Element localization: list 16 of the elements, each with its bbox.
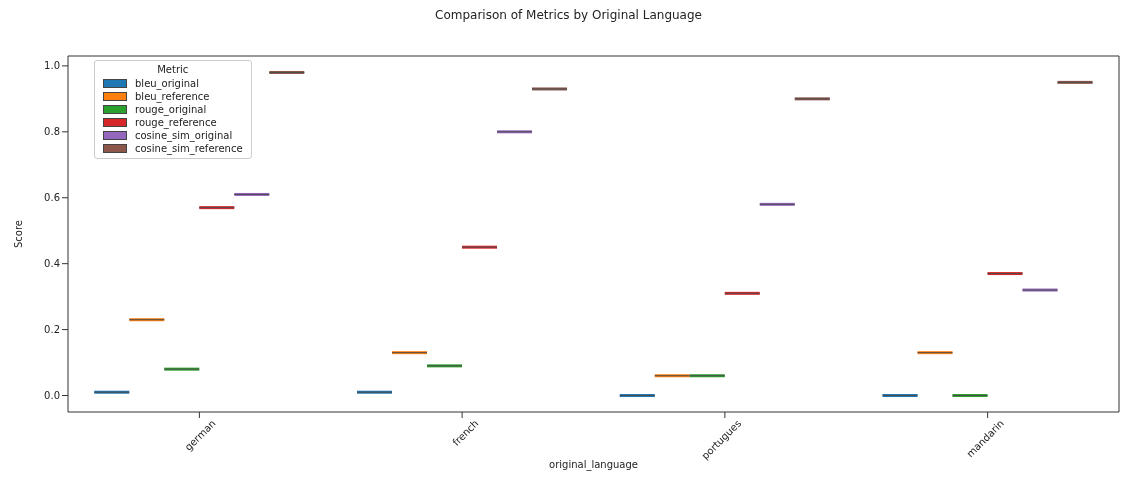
legend-label: cosine_sim_reference	[135, 143, 243, 154]
legend-label: cosine_sim_original	[135, 130, 233, 141]
legend-label: bleu_original	[135, 78, 199, 89]
y-tick-label: 0.2	[44, 324, 60, 336]
y-tick-label: 0.6	[44, 192, 60, 204]
x-axis-title: original_language	[549, 459, 638, 471]
legend-label: rouge_original	[135, 104, 207, 115]
y-tick-label: 0.0	[44, 390, 60, 402]
legend-label: bleu_reference	[135, 91, 210, 102]
legend-title: Metric	[156, 64, 190, 75]
chart-title: Comparison of Metrics by Original Language	[434, 8, 703, 24]
y-tick-label: 0.4	[44, 258, 60, 270]
y-axis-title: Score	[12, 219, 24, 249]
y-tick-label: 0.8	[44, 126, 60, 138]
y-tick-label: 1.0	[44, 60, 60, 72]
legend-label: rouge_reference	[135, 117, 217, 128]
